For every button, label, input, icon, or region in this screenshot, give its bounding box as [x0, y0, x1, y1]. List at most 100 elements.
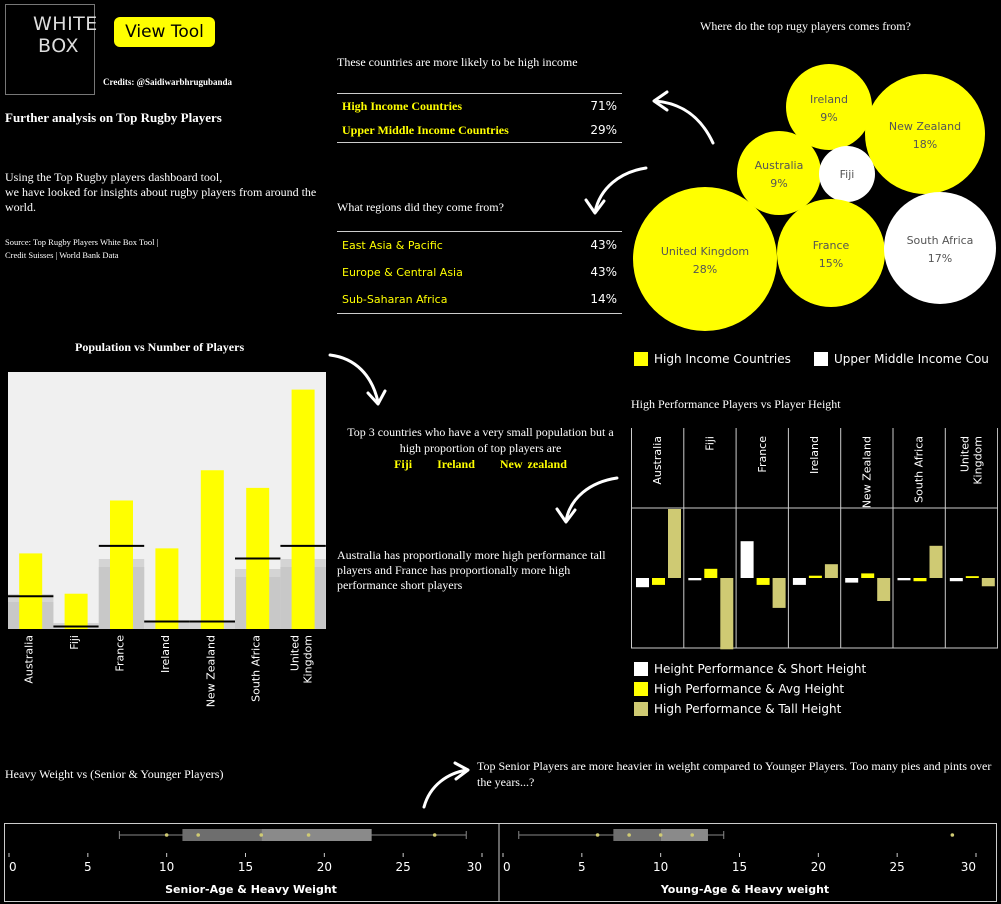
view-tool-button[interactable]: View Tool — [114, 17, 215, 47]
tick-label: Ireland — [159, 635, 172, 673]
boxplot-chart: 0 5 10 15 20 25 30 0 5 10 15 20 25 30 Senior-Age & He… — [4, 823, 997, 902]
bar — [897, 578, 911, 581]
bubble-south-africa[interactable]: South Africa 17% — [884, 192, 996, 304]
legend-short-height[interactable]: Height Performance & Short Height — [634, 659, 866, 679]
bubble-fiji[interactable]: Fiji — [819, 146, 875, 202]
income-row: Upper Middle Income Countries 29% — [337, 118, 622, 142]
regions-heading: What regions did they come from? — [337, 200, 504, 214]
income-row: High Income Countries 71% — [337, 94, 622, 118]
bubble-label: New Zealand — [889, 120, 961, 133]
legend-avg-height[interactable]: High Performance & Avg Height — [634, 679, 866, 699]
legend-tall-height[interactable]: High Performance & Tall Height — [634, 699, 866, 719]
population-note-line-2: high proportion of top players are — [399, 441, 562, 455]
white-box-logo: WHITE BOX — [5, 4, 98, 95]
logo-line-1: WHITE — [33, 13, 98, 35]
tick-label: 20 — [811, 860, 826, 874]
income-table: High Income Countries 71% Upper Middle I… — [337, 93, 622, 143]
bubble-label: United Kingdom — [661, 245, 749, 258]
legend-upper-middle-income[interactable]: Upper Middle Income Cou — [814, 352, 989, 366]
population-chart-title: Population vs Number of Players — [75, 340, 245, 354]
tick-label: 30 — [961, 860, 976, 874]
legend-swatch — [814, 352, 828, 366]
right-axis-title: Young-Age & Heavy weight — [660, 883, 829, 896]
region-value: 43% — [590, 265, 617, 279]
tick-label: United — [289, 635, 302, 671]
performance-legend: Height Performance & Short Height High P… — [634, 659, 866, 719]
arrow-icon — [555, 476, 619, 524]
income-label: Upper Middle Income Countries — [342, 123, 509, 137]
region-row: Europe & Central Asia 43% — [337, 259, 622, 286]
income-value: 71% — [590, 99, 617, 113]
column-header: New Zealand — [860, 436, 873, 508]
source-line-1: Source: Top Rugby Players White Box Tool… — [5, 237, 159, 247]
bubble-label: France — [813, 239, 850, 252]
bar — [845, 578, 859, 583]
boxplot-frame — [4, 823, 997, 902]
data-point — [259, 833, 264, 837]
highlight-country: Fiji — [394, 457, 413, 471]
bubble-label: Australia — [755, 159, 804, 172]
data-point — [164, 833, 169, 837]
bubble-united-kingdom[interactable]: United Kingdom 28% — [633, 187, 777, 331]
bar — [913, 578, 927, 582]
data-point — [196, 833, 200, 837]
population-highlight: Fiji Ireland New zealand — [338, 456, 623, 472]
data-point — [432, 833, 437, 837]
bar — [981, 578, 995, 587]
tick-label: Fiji — [68, 635, 81, 650]
data-point — [595, 833, 600, 837]
bar — [704, 568, 718, 578]
bar — [110, 500, 133, 629]
bar — [291, 389, 315, 629]
box-upper — [261, 829, 372, 841]
tick-label: 5 — [578, 860, 586, 874]
highlight-country: Ireland — [437, 457, 475, 471]
income-value: 29% — [590, 123, 617, 137]
tick-label: 30 — [467, 860, 482, 874]
bubble-new-zealand[interactable]: New Zealand 18% — [865, 74, 985, 194]
bubble-label: Fiji — [840, 168, 855, 181]
column-header: United — [958, 436, 971, 472]
region-label: Europe & Central Asia — [342, 266, 463, 279]
bar — [929, 545, 943, 578]
intro-body: Using the Top Rugby players dashboard to… — [5, 170, 317, 214]
income-label: High Income Countries — [342, 99, 462, 113]
bubble-chart: Ireland 9% New Zealand 18% Australia 9% … — [633, 64, 996, 331]
arrow-icon — [328, 353, 387, 406]
bar — [155, 548, 179, 629]
box-upper — [660, 829, 708, 841]
column-header: South Africa — [913, 436, 926, 503]
population-note-line-1: Top 3 countries who have a very small po… — [347, 425, 614, 439]
arrow-icon — [422, 761, 470, 809]
legend-label: High Performance & Avg Height — [654, 682, 845, 696]
logo-line-2: BOX — [38, 35, 79, 57]
data-point — [690, 833, 694, 837]
bubble-ireland[interactable]: Ireland 9% — [786, 64, 872, 150]
bar — [772, 578, 786, 608]
legend-swatch — [634, 682, 648, 696]
population-chart: Australia Fiji France Ireland New Zealand Sou… — [8, 372, 326, 707]
bubble-france[interactable]: France 15% — [777, 199, 885, 307]
tick-label: South Africa — [250, 635, 263, 702]
legend-high-income[interactable]: High Income Countries — [634, 352, 791, 366]
tick-label: New Zealand — [204, 635, 217, 707]
bar — [965, 576, 979, 578]
legend-label: Upper Middle Income Cou — [834, 352, 989, 366]
performance-chart: Australia Fiji France Ireland New Zealand Sou… — [631, 428, 998, 650]
bar — [824, 564, 838, 578]
bubble-australia[interactable]: Australia 9% — [737, 131, 821, 215]
region-label: East Asia & Pacific — [342, 239, 443, 252]
population-note: Top 3 countries who have a very small po… — [338, 424, 623, 472]
income-heading: These countries are more likely to be hi… — [337, 55, 578, 69]
tick-label: 0 — [9, 860, 17, 874]
tick-label: 25 — [396, 860, 411, 874]
bar — [652, 578, 665, 585]
column-header: Australia — [651, 436, 664, 485]
bar — [200, 470, 224, 629]
data-point — [306, 833, 311, 837]
tick-label: Kingdom — [302, 635, 315, 684]
bubble-pct: 15% — [819, 257, 843, 270]
column-header: Kingdom — [971, 436, 984, 485]
bar — [19, 553, 43, 629]
tick-label: 10 — [653, 860, 668, 874]
